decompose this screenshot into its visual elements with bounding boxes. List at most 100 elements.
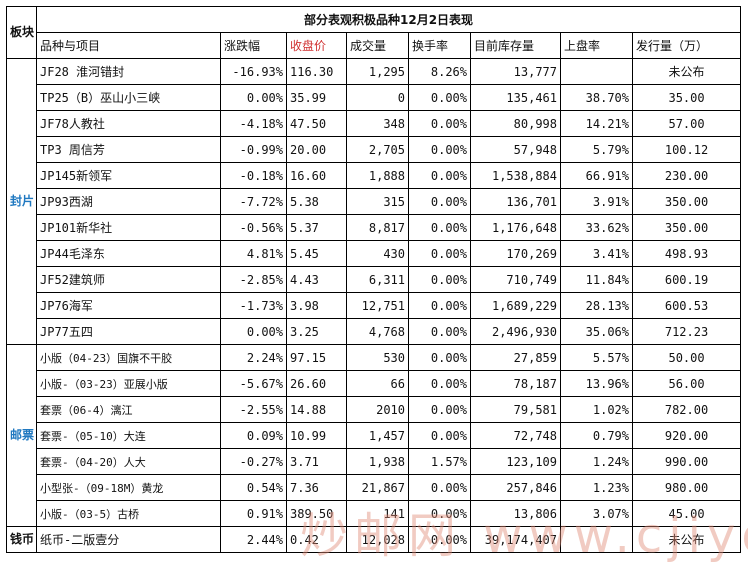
item-name: JP77五四 (36, 318, 221, 345)
inventory-cell: 39,174,407 (470, 526, 561, 553)
change-cell: -5.67% (220, 370, 287, 397)
turnover-cell: 0.00% (408, 396, 471, 423)
change-cell: -0.18% (220, 162, 287, 189)
volume-cell: 8,817 (346, 214, 409, 241)
volume-cell: 348 (346, 110, 409, 137)
table-row: JP77五四 0.00% 3.25 4,768 0.00% 2,496,930 35.06%… (7, 318, 742, 345)
item-name: JP93西湖 (36, 188, 221, 215)
turnover-cell: 0.00% (408, 266, 471, 293)
listing-rate-cell: 3.91% (560, 188, 633, 215)
listing-rate-cell: 13.96% (560, 370, 633, 397)
turnover-cell: 0.00% (408, 370, 471, 397)
header-inventory: 目前库存量 (470, 32, 561, 59)
item-name: TP25（B）巫山小三峡 (36, 84, 221, 111)
header-turnover: 换手率 (408, 32, 471, 59)
close-price-cell: 35.99 (286, 84, 347, 111)
inventory-cell: 13,806 (470, 500, 561, 527)
table-row: JP76海军 -1.73% 3.98 12,751 0.00% 1,689,229 28.1… (7, 292, 742, 319)
inventory-cell: 13,777 (470, 58, 561, 85)
change-cell: 0.00% (220, 84, 287, 111)
issue-volume-cell: 230.00 (631, 162, 742, 189)
issue-volume-cell: 600.19 (631, 266, 742, 293)
close-price-cell: 26.60 (286, 370, 347, 397)
turnover-cell: 0.00% (408, 84, 471, 111)
sector-header: 板块 (6, 6, 37, 59)
change-cell: -2.85% (220, 266, 287, 293)
close-price-cell: 116.30 (286, 58, 347, 85)
volume-cell: 1,295 (346, 58, 409, 85)
listing-rate-cell: 1.23% (560, 474, 633, 501)
close-price-cell: 16.60 (286, 162, 347, 189)
volume-cell: 1,888 (346, 162, 409, 189)
item-name: 小型张-（09-18M）黄龙 (36, 474, 221, 501)
close-price-cell: 389.50 (286, 500, 347, 527)
turnover-cell: 0.00% (408, 318, 471, 345)
close-price-cell: 5.37 (286, 214, 347, 241)
issue-volume-cell: 712.23 (631, 318, 742, 345)
volume-cell: 1,938 (346, 448, 409, 475)
volume-cell: 0 (346, 84, 409, 111)
header-change: 涨跌幅 (220, 32, 287, 59)
item-name: JP44毛泽东 (36, 240, 221, 267)
sector-label: 钱币 (6, 526, 37, 553)
listing-rate-cell: 5.57% (560, 344, 633, 371)
change-cell: 2.24% (220, 344, 287, 371)
change-cell: 4.81% (220, 240, 287, 267)
inventory-cell: 72,748 (470, 422, 561, 449)
volume-cell: 6,311 (346, 266, 409, 293)
issue-volume-cell: 57.00 (631, 110, 742, 137)
close-price-cell: 5.45 (286, 240, 347, 267)
listing-rate-cell: 11.84% (560, 266, 633, 293)
turnover-cell: 0.00% (408, 422, 471, 449)
table-row: 小版-（03-23）亚展小版 -5.67% 26.60 66 0.00% 78,187 13… (7, 370, 742, 397)
listing-rate-cell: 33.62% (560, 214, 633, 241)
change-cell: -0.56% (220, 214, 287, 241)
close-price-cell: 3.25 (286, 318, 347, 345)
volume-cell: 12,028 (346, 526, 409, 553)
listing-rate-cell: 35.06% (560, 318, 633, 345)
header-item: 品种与项目 (36, 32, 221, 59)
volume-cell: 430 (346, 240, 409, 267)
inventory-cell: 1,689,229 (470, 292, 561, 319)
sector-label: 邮票 (6, 344, 37, 527)
close-price-cell: 14.88 (286, 396, 347, 423)
issue-volume-cell: 350.00 (631, 214, 742, 241)
table-row: 钱币 纸币-二版壹分 2.44% 0.42 12,028 0.00% 39,174,407 未… (6, 526, 742, 553)
change-cell: 2.44% (220, 526, 287, 553)
change-cell: -4.18% (220, 110, 287, 137)
inventory-cell: 170,269 (470, 240, 561, 267)
listing-rate-cell (560, 58, 633, 85)
issue-volume-cell: 782.00 (631, 396, 742, 423)
volume-cell: 12,751 (346, 292, 409, 319)
issue-volume-cell: 35.00 (631, 84, 742, 111)
listing-rate-cell (560, 526, 633, 553)
change-cell: 0.00% (220, 318, 287, 345)
volume-cell: 1,457 (346, 422, 409, 449)
listing-rate-cell: 66.91% (560, 162, 633, 189)
inventory-cell: 57,948 (470, 136, 561, 163)
table-row: 套票-（05-10）大连 0.09% 10.99 1,457 0.00% 72,748 0.… (7, 422, 742, 449)
turnover-cell: 0.00% (408, 162, 471, 189)
issue-volume-cell: 350.00 (631, 188, 742, 215)
item-name: 小版-（03-23）亚展小版 (36, 370, 221, 397)
header-row: 品种与项目 涨跌幅 收盘价 成交量 换手率 目前库存量 上盘率 发行量（万） (7, 32, 742, 59)
item-name: JP145新领军 (36, 162, 221, 189)
item-name: 小版（04-23）国旗不干胶 (36, 344, 221, 371)
issue-volume-cell: 56.00 (631, 370, 742, 397)
close-price-cell: 4.43 (286, 266, 347, 293)
item-name: JF78人教社 (36, 110, 221, 137)
close-price-cell: 47.50 (286, 110, 347, 137)
change-cell: 0.09% (220, 422, 287, 449)
item-name: JP101新华社 (36, 214, 221, 241)
volume-cell: 141 (346, 500, 409, 527)
item-name: JF52建筑师 (36, 266, 221, 293)
item-name: 小版-（03-5）古桥 (36, 500, 221, 527)
change-cell: -2.55% (220, 396, 287, 423)
change-cell: -0.27% (220, 448, 287, 475)
change-cell: -7.72% (220, 188, 287, 215)
header-close: 收盘价 (286, 32, 347, 59)
table-row: 封片 JF28 淮河错封 -16.93% 116.30 1,295 8.26% 13,777… (6, 58, 742, 345)
close-price-cell: 10.99 (286, 422, 347, 449)
volume-cell: 2010 (346, 396, 409, 423)
listing-rate-cell: 38.70% (560, 84, 633, 111)
